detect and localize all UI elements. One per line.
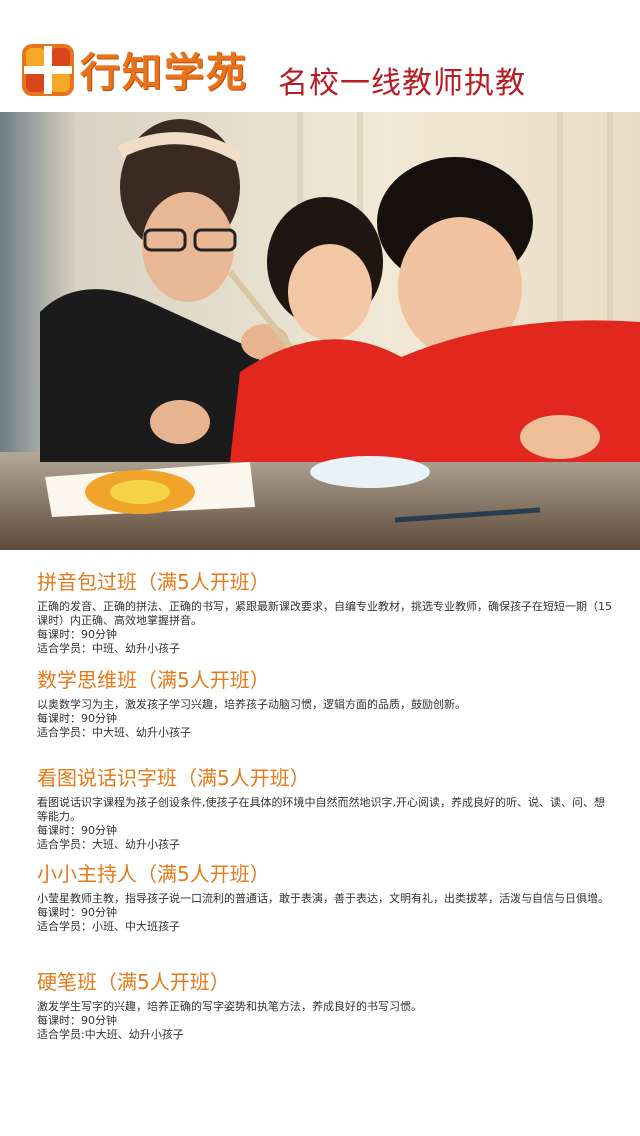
logo-icon bbox=[22, 44, 74, 96]
course-description: 小莹星教师主教，指导孩子说一口流利的普通话，敢于表演，善于表达，文明有礼，出类拔… bbox=[37, 892, 609, 905]
course-title: 小小主持人（满5人开班） bbox=[37, 862, 270, 886]
course-title: 看图说话识字班（满5人开班） bbox=[37, 766, 310, 790]
course-students: 适合学员：大班、幼升小孩子 bbox=[37, 838, 180, 851]
course-students: 适合学员：中大班、幼升小孩子 bbox=[37, 726, 191, 739]
course-duration: 每课时：90分钟 bbox=[37, 1014, 117, 1027]
hero-photo bbox=[0, 112, 640, 550]
course-description: 看图说话识字课程为孩子创设条件,使孩子在具体的环境中自然而然地识字,开心阅读，养… bbox=[37, 796, 605, 823]
header: 行知学苑 名校一线教师执教 bbox=[0, 0, 640, 112]
course-description: 以奥数学习为主，激发孩子学习兴趣，培养孩子动脑习惯，逻辑方面的品质，鼓励创新。 bbox=[37, 698, 466, 711]
course-description: 正确的发音、正确的拼法、正确的书写，紧跟最新课改要求，自编专业教材，挑选专业教师… bbox=[37, 600, 612, 627]
course-duration: 每课时：90分钟 bbox=[37, 712, 117, 725]
course-description: 激发学生写字的兴趣，培养正确的写字姿势和执笔方法，养成良好的书写习惯。 bbox=[37, 1000, 422, 1013]
course-students: 适合学员：中班、幼升小孩子 bbox=[37, 642, 180, 655]
course-title: 拼音包过班（满5人开班） bbox=[37, 570, 270, 594]
brand-name: 行知学苑 bbox=[80, 50, 248, 96]
course-students: 适合学员：小班、中大班孩子 bbox=[37, 920, 180, 933]
course-duration: 每课时：90分钟 bbox=[37, 906, 117, 919]
course-details: 激发学生写字的兴趣，培养正确的写字姿势和执笔方法，养成良好的书写习惯。 每课时：… bbox=[37, 1000, 615, 1042]
slogan: 名校一线教师执教 bbox=[278, 66, 526, 101]
course-students: 适合学员:中大班、幼升小孩子 bbox=[37, 1028, 184, 1041]
course-details: 看图说话识字课程为孩子创设条件,使孩子在具体的环境中自然而然地识字,开心阅读，养… bbox=[37, 796, 615, 852]
course-title: 硬笔班（满5人开班） bbox=[37, 970, 230, 994]
teacher-children-painting-image bbox=[0, 112, 640, 550]
course-duration: 每课时：90分钟 bbox=[37, 824, 117, 837]
course-details: 小莹星教师主教，指导孩子说一口流利的普通话，敢于表演，善于表达，文明有礼，出类拔… bbox=[37, 892, 615, 934]
course-details: 以奥数学习为主，激发孩子学习兴趣，培养孩子动脑习惯，逻辑方面的品质，鼓励创新。 … bbox=[37, 698, 615, 740]
course-duration: 每课时：90分钟 bbox=[37, 628, 117, 641]
course-title: 数学思维班（满5人开班） bbox=[37, 668, 270, 692]
course-details: 正确的发音、正确的拼法、正确的书写，紧跟最新课改要求，自编专业教材，挑选专业教师… bbox=[37, 600, 615, 656]
